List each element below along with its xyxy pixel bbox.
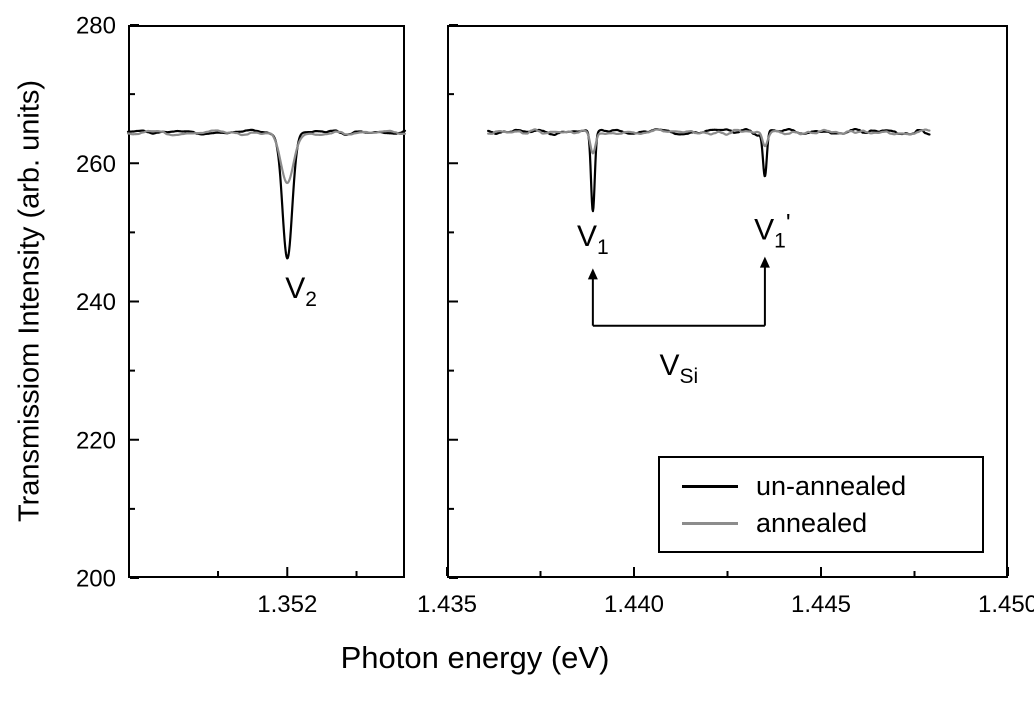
peak-annotation: V2 [285,272,317,311]
legend-row-annealed: annealed [682,507,968,538]
y-axis-label: Transmissiom Intensity (arb. units) [13,79,46,523]
unannealed-line-swatch [682,484,738,488]
annotation-arrowhead [759,256,770,268]
peak-annotation: V1 [577,220,609,259]
legend-label-unannealed: un-annealed [756,470,907,501]
y-tick-label: 200 [76,566,116,593]
peak-annotation: VSi [660,349,699,388]
x-axis-label: Photon energy (eV) [340,640,610,675]
legend-row-unannealed: un-annealed [682,470,968,501]
x-tick-label: 1.440 [604,591,664,618]
y-tick-label: 220 [76,427,116,454]
right-panel-plot: 1.435 1.440 1.445 1.450 V1 V1' VSi [417,24,1034,618]
x-tick-label: 1.450 [978,591,1034,618]
y-tick-label: 280 [76,13,116,40]
legend: un-annealed annealed [658,456,984,553]
x-tick-label: 1.435 [417,591,477,618]
panel-border [447,25,1008,578]
y-tick-label: 240 [76,289,116,316]
trace-un-annealed [487,127,931,213]
x-tick-label: 1.445 [791,591,851,618]
trace-annealed [126,129,407,185]
annealed-line-swatch [682,521,738,525]
annotation-arrowhead [587,268,598,280]
trace-un-annealed [126,128,407,260]
panel-border [128,25,405,578]
y-tick-label: 260 [76,151,116,178]
left-panel-plot: 200 220 240 260 280 1.352 V2 [76,13,407,618]
peak-annotation: V1' [754,209,790,252]
x-tick-label: 1.352 [257,591,317,618]
legend-label-annealed: annealed [756,507,868,538]
trace-annealed [487,128,931,155]
